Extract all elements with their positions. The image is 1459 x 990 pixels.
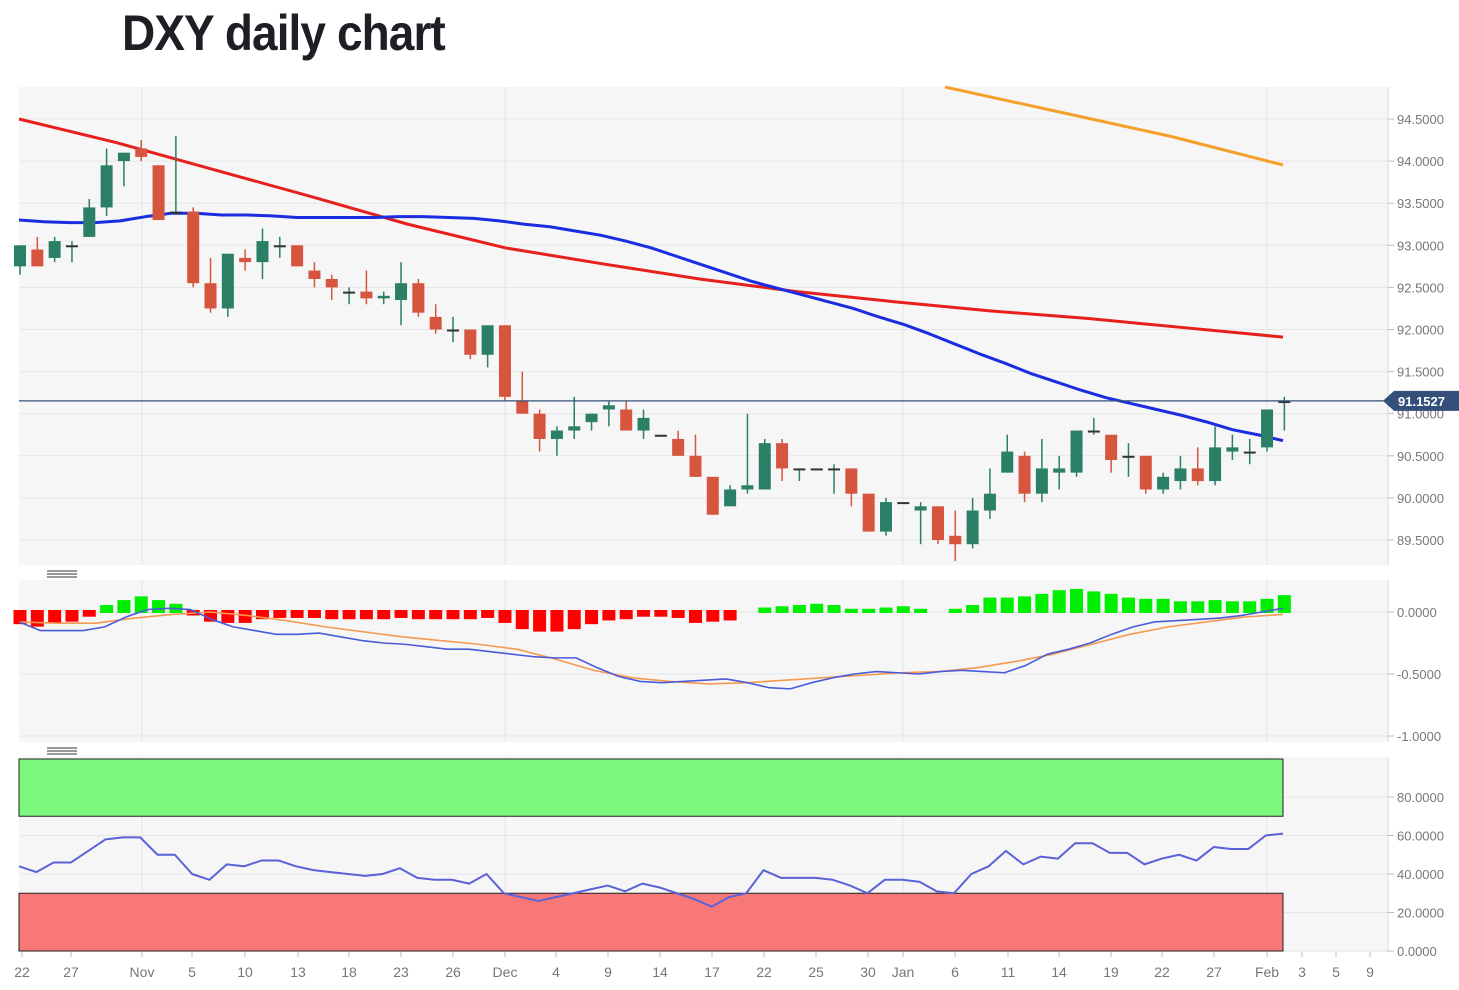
macd-series: [13, 588, 1291, 690]
svg-text:30: 30: [860, 964, 876, 980]
svg-text:92.5000: 92.5000: [1397, 280, 1444, 295]
svg-text:27: 27: [1206, 964, 1222, 980]
svg-text:22: 22: [14, 964, 30, 980]
svg-text:0.0000: 0.0000: [1397, 944, 1437, 959]
svg-text:6: 6: [951, 964, 959, 980]
svg-text:93.5000: 93.5000: [1397, 196, 1444, 211]
rsi-panel-resize-handle[interactable]: [47, 747, 77, 755]
svg-text:20.0000: 20.0000: [1397, 906, 1444, 921]
current-price-badge: 91.1527: [1383, 390, 1459, 411]
svg-text:92.0000: 92.0000: [1397, 323, 1444, 338]
svg-text:80.0000: 80.0000: [1397, 790, 1444, 805]
svg-text:18: 18: [341, 964, 357, 980]
svg-text:22: 22: [756, 964, 772, 980]
macd-panel-resize-handle[interactable]: [47, 570, 77, 578]
svg-text:26: 26: [445, 964, 461, 980]
svg-text:4: 4: [552, 964, 560, 980]
chart-title: DXY daily chart: [122, 5, 446, 61]
price-series: [14, 85, 1388, 562]
rsi-series: [18, 758, 1284, 952]
svg-text:19: 19: [1103, 964, 1119, 980]
svg-text:9: 9: [1366, 964, 1374, 980]
svg-text:Nov: Nov: [130, 964, 155, 980]
price-panel: [19, 87, 1388, 565]
svg-text:-1.0000: -1.0000: [1397, 729, 1441, 744]
svg-text:60.0000: 60.0000: [1397, 829, 1444, 844]
svg-text:13: 13: [290, 964, 306, 980]
svg-text:Dec: Dec: [493, 964, 518, 980]
svg-text:23: 23: [393, 964, 409, 980]
svg-text:10: 10: [237, 964, 253, 980]
svg-text:14: 14: [652, 964, 668, 980]
svg-text:17: 17: [704, 964, 720, 980]
svg-text:-0.5000: -0.5000: [1397, 667, 1441, 682]
svg-text:90.5000: 90.5000: [1397, 449, 1444, 464]
current-price-value: 91.1527: [1398, 394, 1445, 409]
svg-text:3: 3: [1298, 964, 1306, 980]
svg-text:14: 14: [1051, 964, 1067, 980]
svg-text:5: 5: [1332, 964, 1340, 980]
svg-text:94.5000: 94.5000: [1397, 112, 1444, 127]
svg-text:Jan: Jan: [892, 964, 915, 980]
svg-text:5: 5: [188, 964, 196, 980]
svg-text:91.5000: 91.5000: [1397, 365, 1444, 380]
svg-text:11: 11: [1001, 964, 1016, 980]
svg-text:25: 25: [808, 964, 824, 980]
svg-text:90.0000: 90.0000: [1397, 491, 1444, 506]
svg-text:27: 27: [63, 964, 79, 980]
svg-text:Feb: Feb: [1255, 964, 1279, 980]
svg-text:94.0000: 94.0000: [1397, 154, 1444, 169]
svg-text:89.5000: 89.5000: [1397, 533, 1444, 548]
axes: 94.5000 94.0000 93.5000 93.0000 92.5000 92.00…: [14, 87, 1444, 980]
svg-text:22: 22: [1154, 964, 1170, 980]
svg-text:40.0000: 40.0000: [1397, 867, 1444, 882]
svg-text:0.0000: 0.0000: [1397, 605, 1437, 620]
svg-text:9: 9: [604, 964, 612, 980]
svg-text:93.0000: 93.0000: [1397, 238, 1444, 253]
